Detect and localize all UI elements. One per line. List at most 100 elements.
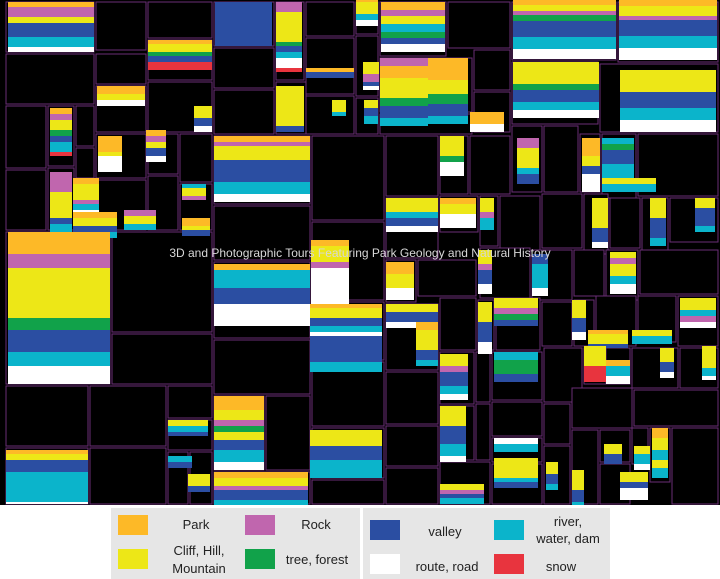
- treemap-segment-valley: [546, 474, 558, 484]
- treemap-segment-park: [440, 198, 476, 204]
- treemap-cell: [475, 351, 491, 403]
- treemap-segment-cliff: [276, 86, 304, 126]
- treemap-segment-snow: [276, 68, 302, 72]
- treemap-segment-cliff: [73, 184, 99, 200]
- treemap-cell: [5, 169, 47, 231]
- treemap-segment-snow: [584, 366, 606, 382]
- treemap-segment-valley: [50, 218, 72, 224]
- treemap-segment-route: [276, 58, 302, 68]
- treemap-segment-river: [168, 456, 192, 462]
- treemap-segment-valley: [582, 166, 600, 174]
- treemap-segment-park: [652, 428, 668, 438]
- treemap-segment-valley: [310, 446, 382, 460]
- treemap-segment-river: [310, 362, 382, 372]
- treemap-segment-tree: [513, 15, 616, 21]
- treemap-segment-cliff: [386, 304, 438, 312]
- treemap-segment-route: [513, 110, 599, 118]
- treemap-cell: [639, 249, 719, 295]
- treemap-segment-river: [440, 498, 484, 504]
- treemap-segment-cliff: [8, 268, 110, 318]
- treemap-segment-river: [380, 118, 428, 126]
- treemap-segment-river: [494, 352, 538, 360]
- treemap-segment-rock: [8, 254, 110, 268]
- legend-swatch-rock: [245, 515, 275, 535]
- treemap-segment-cliff: [652, 438, 668, 450]
- treemap-segment-park: [356, 0, 378, 2]
- treemap-segment-valley: [214, 440, 264, 450]
- treemap-cell: [167, 385, 213, 419]
- treemap-segment-valley: [695, 208, 715, 226]
- treemap-segment-route: [610, 284, 636, 294]
- treemap-cell: [5, 105, 47, 169]
- legend-label-tree: tree, forest: [285, 552, 349, 567]
- treemap-segment-route: [386, 322, 438, 328]
- treemap-segment-cliff: [6, 454, 88, 460]
- treemap-segment-rock: [276, 2, 302, 12]
- treemap-segment-river: [356, 14, 378, 20]
- treemap-segment-cliff: [332, 100, 346, 112]
- treemap-segment-valley: [8, 330, 110, 352]
- treemap-segment-river: [50, 142, 72, 152]
- treemap-segment-valley: [214, 490, 308, 500]
- treemap-segment-park: [214, 136, 310, 142]
- treemap-cell: [265, 395, 311, 471]
- treemap-cell: [671, 427, 719, 505]
- treemap-cell: [311, 361, 385, 427]
- treemap-segment-river: [214, 450, 264, 462]
- treemap-cell: [541, 301, 573, 347]
- treemap-cell: [213, 89, 275, 135]
- treemap-segment-cliff: [310, 308, 382, 318]
- treemap-segment-park: [146, 130, 166, 136]
- treemap-segment-cliff: [386, 274, 414, 288]
- treemap-segment-river: [702, 368, 716, 376]
- treemap-segment-route: [440, 162, 464, 176]
- treemap-segment-route: [6, 502, 88, 504]
- treemap-segment-cliff: [182, 226, 210, 230]
- treemap-segment-park: [619, 0, 717, 6]
- treemap-segment-park: [50, 108, 72, 114]
- legend-swatch-route: [370, 554, 400, 574]
- treemap-segment-tree: [440, 156, 464, 162]
- treemap-segment-river: [602, 164, 634, 178]
- treemap-segment-cliff: [73, 218, 117, 226]
- treemap-segment-cliff: [546, 462, 558, 474]
- treemap-segment-cliff: [494, 298, 538, 308]
- legend-panel-right: valley river, water, dam route, road sno…: [363, 508, 610, 579]
- treemap-segment-cliff: [513, 5, 616, 11]
- legend-swatch-cliff: [118, 549, 148, 569]
- treemap-segment-river: [182, 184, 206, 188]
- treemap-segment-valley: [50, 136, 72, 142]
- treemap-segment-park: [73, 212, 117, 218]
- treemap-segment-cliff: [214, 410, 264, 420]
- treemap-cell: [5, 385, 89, 447]
- treemap-segment-valley: [6, 460, 88, 472]
- treemap-segment-route: [381, 44, 445, 52]
- treemap-segment-valley: [416, 350, 438, 360]
- treemap-segment-tree: [428, 94, 468, 104]
- treemap-segment-cliff: [50, 192, 72, 218]
- treemap-segment-river: [695, 226, 715, 232]
- treemap-segment-rock: [214, 486, 308, 490]
- treemap-segment-valley: [215, 2, 272, 46]
- treemap-segment-cliff: [572, 300, 586, 318]
- treemap-segment-cliff: [386, 198, 438, 212]
- treemap-segment-cliff: [380, 78, 428, 98]
- treemap-cell: [111, 333, 213, 385]
- treemap-segment-route: [363, 86, 379, 90]
- treemap-segment-valley: [620, 92, 716, 108]
- treemap-segment-route: [386, 288, 414, 300]
- treemap-segment-river: [124, 224, 156, 230]
- treemap-segment-route: [440, 394, 468, 400]
- treemap-segment-cliff: [610, 252, 636, 258]
- treemap-segment-park: [428, 58, 468, 80]
- treemap-cell: [475, 403, 491, 461]
- legend-label-valley: valley: [428, 524, 462, 539]
- treemap-segment-tree: [380, 98, 428, 106]
- treemap-segment-rock: [182, 196, 206, 200]
- treemap-segment-cliff: [8, 17, 94, 23]
- treemap-segment-cliff: [97, 94, 145, 100]
- treemap-segment-snow: [148, 62, 212, 70]
- treemap-segment-cliff: [194, 106, 212, 118]
- treemap-segment-cliff: [148, 44, 212, 52]
- treemap-segment-rock: [8, 7, 94, 17]
